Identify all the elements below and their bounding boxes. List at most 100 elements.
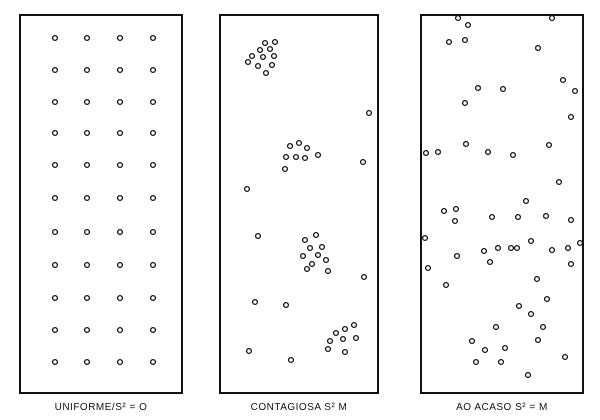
random-dot xyxy=(567,113,575,121)
random-dot xyxy=(494,244,502,252)
random-dot xyxy=(452,205,460,213)
random-dot xyxy=(539,323,547,331)
random-dot xyxy=(555,178,563,186)
contagious-dot xyxy=(341,348,349,356)
contagious-dot xyxy=(251,298,259,306)
random-dot xyxy=(461,36,469,44)
random-dot xyxy=(567,216,575,224)
random-dot xyxy=(509,151,517,159)
random-dot xyxy=(534,336,542,344)
uniform-dot xyxy=(51,129,59,137)
random-dot xyxy=(513,244,521,252)
random-dot xyxy=(576,239,584,247)
random-dot xyxy=(445,38,453,46)
random-dot xyxy=(462,140,470,148)
random-dot xyxy=(451,217,459,225)
uniform-dot xyxy=(149,98,157,106)
contagious-dot xyxy=(292,153,300,161)
contagious-dot xyxy=(324,267,332,275)
uniform-dot xyxy=(149,358,157,366)
random-dot xyxy=(422,149,430,157)
panel-random xyxy=(420,14,584,394)
contagious-dot xyxy=(254,62,262,70)
contagious-dot xyxy=(244,58,252,66)
contagious-dot xyxy=(324,345,332,353)
contagious-dot xyxy=(314,251,322,259)
random-dot xyxy=(499,85,507,93)
contagious-dot xyxy=(282,153,290,161)
contagious-dot xyxy=(245,347,253,355)
uniform-dot xyxy=(149,261,157,269)
random-dot xyxy=(522,197,530,205)
random-dot xyxy=(468,337,476,345)
contagious-dot xyxy=(254,232,262,240)
contagious-dot xyxy=(352,334,360,342)
contagious-dot xyxy=(341,325,349,333)
contagious-dot xyxy=(271,38,279,46)
random-dot xyxy=(434,148,442,156)
random-dot xyxy=(481,346,489,354)
uniform-dot xyxy=(149,326,157,334)
uniform-dot xyxy=(149,294,157,302)
random-dot xyxy=(486,258,494,266)
contagious-dot xyxy=(332,329,340,337)
contagious-dot xyxy=(365,109,373,117)
random-dot xyxy=(567,260,575,268)
random-dot xyxy=(571,87,579,95)
uniform-dot xyxy=(149,34,157,42)
random-dot xyxy=(542,212,550,220)
random-dot xyxy=(534,44,542,52)
uniform-dot xyxy=(51,294,59,302)
contagious-dot xyxy=(306,244,314,252)
random-dot xyxy=(564,244,572,252)
random-dot xyxy=(480,247,488,255)
contagious-dot xyxy=(303,144,311,152)
contagious-dot xyxy=(314,151,322,159)
uniform-dot xyxy=(51,161,59,169)
contagious-dot xyxy=(301,236,309,244)
panel-label: CONTAGIOSA S² M xyxy=(251,402,348,413)
random-dot xyxy=(543,295,551,303)
random-dot xyxy=(464,21,472,29)
random-dot xyxy=(514,213,522,221)
contagious-dot xyxy=(243,185,251,193)
uniform-dot xyxy=(83,129,91,137)
random-dot xyxy=(548,14,556,22)
contagious-dot xyxy=(360,273,368,281)
panel-contagious xyxy=(219,14,379,394)
uniform-dot xyxy=(116,358,124,366)
contagious-dot xyxy=(299,252,307,260)
contagious-dot xyxy=(248,52,256,60)
uniform-dot xyxy=(149,129,157,137)
uniform-dot xyxy=(83,98,91,106)
uniform-dot xyxy=(83,161,91,169)
uniform-dot xyxy=(116,98,124,106)
contagious-dot xyxy=(262,69,270,77)
panel-label: AO ACASO S² = M xyxy=(456,402,548,413)
uniform-dot xyxy=(116,161,124,169)
uniform-dot xyxy=(51,66,59,74)
uniform-dot xyxy=(51,261,59,269)
uniform-dot xyxy=(149,194,157,202)
uniform-dot xyxy=(116,326,124,334)
uniform-dot xyxy=(83,261,91,269)
random-dot xyxy=(548,246,556,254)
random-dot xyxy=(497,358,505,366)
random-dot xyxy=(472,358,480,366)
random-dot xyxy=(561,353,569,361)
random-dot xyxy=(533,275,541,283)
uniform-dot xyxy=(116,294,124,302)
random-dot xyxy=(421,234,429,242)
contagious-dot xyxy=(350,321,358,329)
uniform-dot xyxy=(116,194,124,202)
uniform-dot xyxy=(83,326,91,334)
uniform-dot xyxy=(51,98,59,106)
uniform-dot xyxy=(116,261,124,269)
random-dot xyxy=(442,281,450,289)
random-dot xyxy=(501,344,509,352)
contagious-dot xyxy=(259,53,267,61)
random-dot xyxy=(488,213,496,221)
contagious-dot xyxy=(312,231,320,239)
contagious-dot xyxy=(281,165,289,173)
panel-label: UNIFORME/S² = O xyxy=(55,402,148,413)
